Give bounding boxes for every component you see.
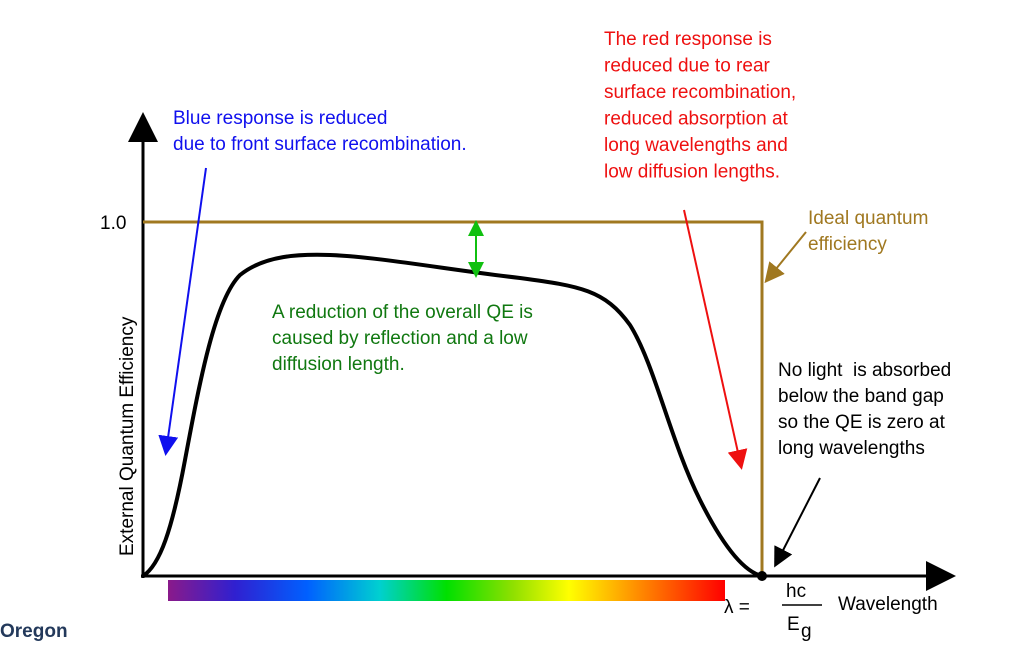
red-annotation-line: reduced due to rear [604, 56, 771, 77]
zero-annotation-line: below the band gap [778, 386, 944, 407]
zero-annotation-line: long wavelengths [778, 438, 925, 459]
ideal-annotation-line: Ideal quantum [808, 208, 928, 229]
red-annotation-line: The red response is [604, 29, 772, 50]
zero-annotation-line: so the QE is zero at [778, 412, 946, 433]
y-axis-label: External Quantum Efficiency [117, 316, 138, 556]
red-annotation-line: reduced absorption at [604, 109, 789, 130]
ideal-annotation-line: efficiency [808, 234, 887, 255]
denominator: E [787, 614, 800, 635]
zero-arrow [774, 477, 821, 568]
red-annotation-line: long wavelengths and [604, 135, 788, 156]
numerator: hc [786, 581, 806, 602]
annotations: Blue response is reduced due to front sur… [173, 29, 951, 459]
lambda: λ = [724, 597, 750, 618]
blue-annotation-line: due to front surface recombination. [173, 134, 467, 155]
x-axis-label: Wavelength [838, 594, 938, 615]
ideal-qe-line [143, 220, 764, 576]
spectrum-bar [168, 580, 725, 601]
zero-annotation-line: No light is absorbed [778, 360, 951, 381]
reduction-annotation-line: caused by reflection and a low [272, 328, 528, 349]
qe-curve [141, 252, 763, 578]
red-annotation-line: surface recombination, [604, 82, 796, 103]
blue-annotation-line: Blue response is reduced [173, 108, 387, 129]
band-gap-point [757, 571, 767, 581]
y-tick-label: 1.0 [100, 213, 126, 234]
logo: Oregon [0, 621, 68, 642]
red-annotation-line: low diffusion lengths. [604, 162, 780, 183]
reduction-annotation-line: diffusion length. [272, 354, 405, 375]
red-arrow [683, 209, 748, 470]
subscript: g [801, 621, 812, 642]
ideal-arrow [764, 231, 807, 284]
reduction-annotation-line: A reduction of the overall QE is [272, 302, 533, 323]
blue-arrow [158, 167, 207, 456]
